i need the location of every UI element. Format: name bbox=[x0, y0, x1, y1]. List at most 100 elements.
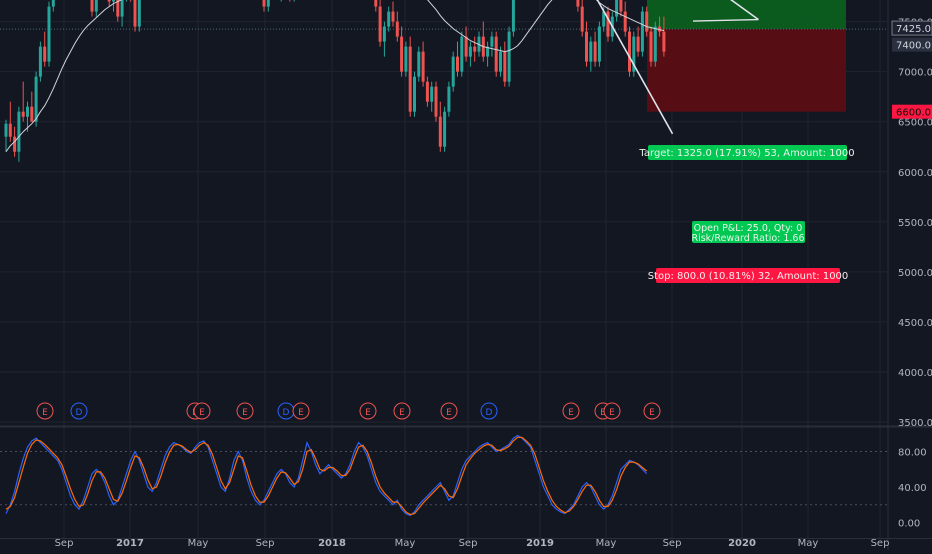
candle-body[interactable] bbox=[640, 11, 644, 52]
candle-body[interactable] bbox=[473, 46, 477, 52]
candle-body[interactable] bbox=[400, 36, 404, 72]
candle-body[interactable] bbox=[623, 11, 627, 32]
candle-body[interactable] bbox=[13, 136, 17, 152]
candle-body[interactable] bbox=[378, 6, 382, 42]
event-circle bbox=[36, 402, 54, 420]
candle-body[interactable] bbox=[490, 36, 494, 47]
candle-body[interactable] bbox=[413, 76, 416, 112]
candle-body[interactable] bbox=[503, 51, 507, 82]
candle-body[interactable] bbox=[434, 86, 438, 117]
event-marker[interactable]: E bbox=[36, 402, 54, 420]
candle-body[interactable] bbox=[421, 51, 425, 82]
target-label-text: Target: 1325.0 (17.91%) 53, Amount: 1000 bbox=[638, 148, 854, 159]
candle-body[interactable] bbox=[645, 11, 649, 32]
event-marker[interactable]: D bbox=[70, 402, 88, 420]
candle-body[interactable] bbox=[137, 0, 141, 27]
candle-body[interactable] bbox=[17, 111, 21, 152]
candles[interactable] bbox=[4, 0, 666, 162]
candle-body[interactable] bbox=[619, 0, 623, 12]
candle-body[interactable] bbox=[112, 0, 115, 2]
candle-body[interactable] bbox=[649, 31, 653, 62]
candle-body[interactable] bbox=[417, 51, 421, 77]
trend-lines[interactable] bbox=[548, 0, 759, 135]
candle-body[interactable] bbox=[597, 26, 601, 62]
candle-body[interactable] bbox=[494, 36, 498, 72]
event-marker[interactable]: E bbox=[292, 402, 310, 420]
pnl-label: Open P&L: 25.0, Qty: 0 bbox=[694, 223, 803, 234]
target-label-bg bbox=[648, 145, 847, 160]
candle-body[interactable] bbox=[447, 86, 451, 112]
event-marker[interactable]: E bbox=[603, 402, 621, 420]
candle-body[interactable] bbox=[266, 0, 270, 7]
candle-body[interactable] bbox=[34, 76, 38, 122]
candle-body[interactable] bbox=[51, 0, 55, 7]
candle-body[interactable] bbox=[653, 26, 657, 62]
candle-body[interactable] bbox=[374, 0, 378, 7]
candle-body[interactable] bbox=[662, 31, 666, 52]
candle-body[interactable] bbox=[580, 6, 584, 32]
candle-body[interactable] bbox=[589, 41, 593, 62]
candle-body[interactable] bbox=[120, 0, 124, 17]
candle-body[interactable] bbox=[395, 21, 399, 37]
candle-body[interactable] bbox=[464, 36, 468, 57]
wedge-lower-line[interactable] bbox=[548, 0, 674, 135]
event-marker[interactable]: E bbox=[562, 402, 580, 420]
candle-body[interactable] bbox=[585, 31, 588, 62]
candle-body[interactable] bbox=[615, 0, 619, 17]
candle-body[interactable] bbox=[499, 51, 502, 72]
event-marker[interactable]: D bbox=[277, 402, 295, 420]
candle-body[interactable] bbox=[30, 106, 34, 122]
event-circle bbox=[643, 402, 661, 420]
event-marker[interactable]: E bbox=[359, 402, 377, 420]
candle-body[interactable] bbox=[8, 123, 12, 137]
candle-body[interactable] bbox=[38, 46, 42, 77]
candle-body[interactable] bbox=[43, 46, 47, 62]
events[interactable]: EDEEEDEEEEDEEEE bbox=[36, 402, 661, 420]
candle-body[interactable] bbox=[486, 46, 490, 57]
candle-body[interactable] bbox=[107, 0, 111, 2]
candle-body[interactable] bbox=[262, 0, 266, 7]
rr-label: Risk/Reward Ratio: 1.66 bbox=[691, 233, 804, 244]
candle-body[interactable] bbox=[94, 0, 98, 12]
candle-body[interactable] bbox=[382, 26, 386, 42]
candle-body[interactable] bbox=[636, 36, 640, 52]
candle-body[interactable] bbox=[468, 46, 472, 57]
event-marker[interactable]: E bbox=[643, 402, 661, 420]
event-marker[interactable]: E bbox=[193, 402, 211, 420]
candle-body[interactable] bbox=[511, 0, 515, 32]
event-marker[interactable]: E bbox=[393, 402, 411, 420]
candle-body[interactable] bbox=[4, 123, 8, 137]
candle-body[interactable] bbox=[26, 106, 29, 117]
candle-body[interactable] bbox=[387, 11, 391, 27]
candle-body[interactable] bbox=[133, 0, 137, 27]
candle-body[interactable] bbox=[47, 6, 51, 62]
event-marker[interactable]: D bbox=[480, 402, 498, 420]
candle-body[interactable] bbox=[451, 56, 455, 87]
candle-body[interactable] bbox=[602, 11, 606, 27]
candle-body[interactable] bbox=[21, 111, 25, 117]
candle-body[interactable] bbox=[116, 0, 120, 17]
candle-body[interactable] bbox=[438, 116, 442, 147]
candle-body[interactable] bbox=[507, 31, 511, 82]
candle-body[interactable] bbox=[90, 0, 94, 12]
event-marker[interactable]: E bbox=[236, 402, 254, 420]
candle-body[interactable] bbox=[460, 36, 464, 72]
candle-body[interactable] bbox=[576, 0, 580, 7]
wedge-extension-line[interactable] bbox=[692, 18, 759, 22]
candle-body[interactable] bbox=[443, 111, 447, 147]
candle-body[interactable] bbox=[408, 46, 412, 112]
event-label: E bbox=[365, 408, 371, 418]
candle-body[interactable] bbox=[628, 31, 631, 72]
candle-body[interactable] bbox=[456, 56, 459, 72]
candle-body[interactable] bbox=[404, 46, 408, 72]
candle-body[interactable] bbox=[593, 41, 597, 62]
candle-body[interactable] bbox=[430, 86, 434, 102]
candle-body[interactable] bbox=[425, 81, 429, 102]
event-marker[interactable]: E bbox=[440, 402, 458, 420]
time-tick-label: Sep bbox=[459, 538, 478, 549]
candle-body[interactable] bbox=[632, 36, 636, 72]
candle-body[interactable] bbox=[391, 11, 395, 22]
candle-body[interactable] bbox=[606, 11, 610, 37]
